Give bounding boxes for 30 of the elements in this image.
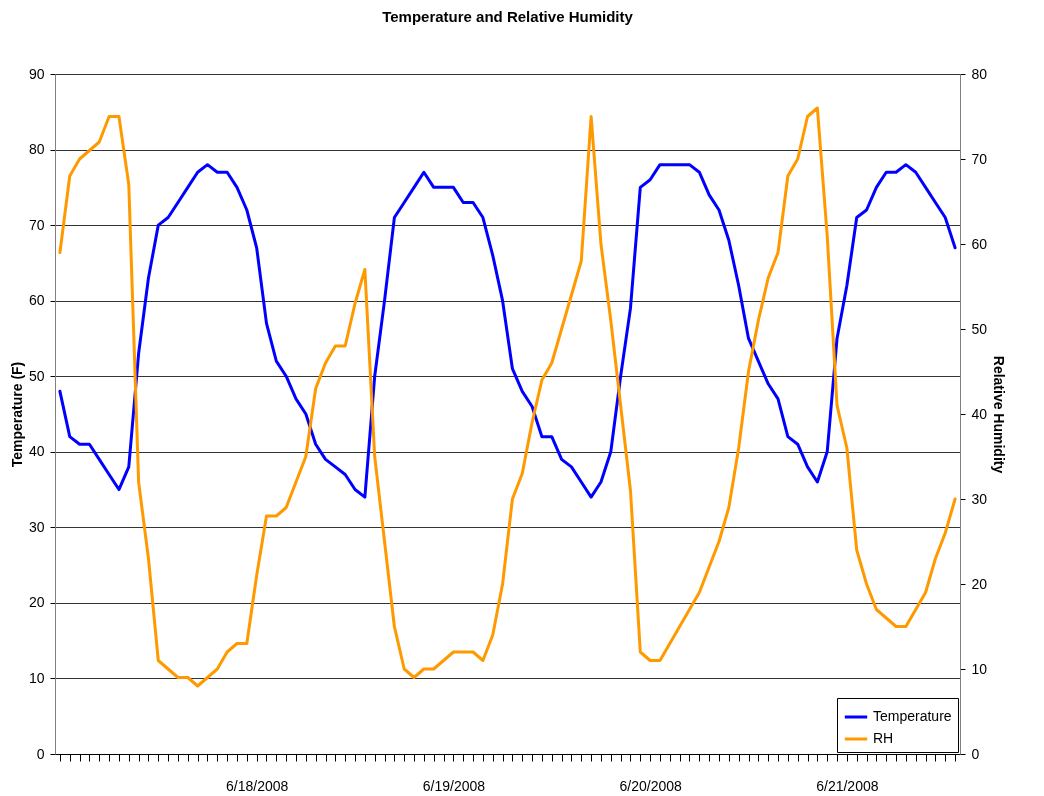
y-tick-label: 80 (28, 141, 45, 158)
y-tick-label: 50 (28, 367, 45, 384)
y2-tick-label: 0 (971, 745, 980, 762)
legend-label: Temperature (873, 708, 952, 724)
line-series (58, 106, 957, 688)
y-tick-label: 10 (28, 669, 45, 686)
x-tick-label: 6/21/2008 (816, 777, 879, 794)
y2-tick-label: 70 (971, 150, 988, 167)
y-tick-label: 90 (28, 65, 45, 82)
y-tick-label: 40 (28, 443, 45, 460)
chart-title: Temperature and Relative Humidity (382, 8, 634, 25)
y2-tick-label: 10 (971, 660, 988, 677)
x-tick-label: 6/19/2008 (422, 777, 486, 794)
y-tick-label: 0 (36, 745, 45, 762)
x-tick-label: 6/20/2008 (619, 777, 682, 794)
y2-tick-label: 20 (971, 575, 988, 592)
x-tick-label: 6/18/2008 (226, 777, 289, 794)
legend-label: RH (873, 730, 894, 746)
y2-tick-label: 50 (971, 320, 988, 337)
y-tick-label: 20 (28, 594, 45, 611)
line-series (58, 163, 957, 499)
y2-tick-label: 40 (971, 405, 988, 422)
y2-tick-label: 30 (971, 490, 988, 507)
y2-tick-label: 80 (971, 65, 988, 82)
y-tick-label: 30 (28, 518, 45, 535)
y-tick-label: 70 (28, 216, 45, 233)
y-axis-title: Temperature (F) (8, 361, 25, 468)
y-tick-label: 60 (28, 292, 45, 309)
y2-tick-label: 60 (971, 235, 988, 252)
y2-axis-title: Relative Humidity (991, 355, 1008, 474)
